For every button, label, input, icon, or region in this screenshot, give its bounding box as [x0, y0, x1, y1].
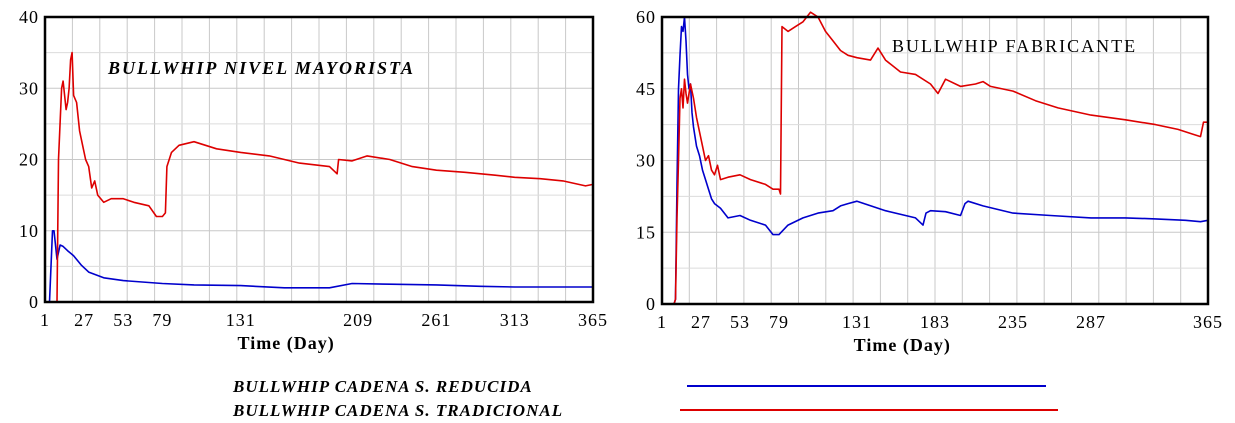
x-tick-label: 27 [691, 312, 711, 332]
y-tick-label: 45 [636, 79, 656, 99]
x-tick-label: 365 [578, 310, 608, 330]
y-tick-label: 60 [636, 7, 656, 27]
x-tick-label: 261 [421, 310, 451, 330]
y-tick-label: 30 [19, 78, 39, 98]
x-tick-label: 131 [226, 310, 256, 330]
x-axis-title: Time (Day) [854, 335, 951, 356]
y-tick-label: 40 [19, 7, 39, 27]
x-tick-label: 209 [343, 310, 373, 330]
x-tick-label: 365 [1193, 312, 1223, 332]
plot-mayorista: 0 10 20 30 40 1 27 53 79 131 209 261 313 365 Time (Day… [19, 7, 608, 354]
y-tick-label: 30 [636, 151, 656, 171]
x-tick-label: 1 [40, 310, 50, 330]
plot-frame [43, 15, 595, 304]
x-tick-label: 79 [769, 312, 789, 332]
plot-title: BULLWHIP FABRICANTE [892, 36, 1137, 56]
plot-title: BULLWHIP NIVEL MAYORISTA [107, 58, 415, 78]
y-tick-label: 20 [19, 150, 39, 170]
legend: BULLWHIP CADENA S. REDUCIDA BULLWHIP CAD… [232, 377, 1058, 420]
y-tick-label: 0 [29, 292, 39, 312]
series-line-tradicional [45, 51, 594, 303]
x-tick-label: 53 [113, 310, 133, 330]
x-axis-title: Time (Day) [238, 333, 335, 354]
plot-fabricante: 0 15 30 45 60 1 27 53 79 131 183 235 287 365 Time (Day… [636, 7, 1223, 356]
y-tick-label: 0 [646, 294, 656, 314]
series-line-tradicional [662, 11, 1208, 305]
plot-frame [660, 15, 1210, 306]
legend-label-reducida: BULLWHIP CADENA S. REDUCIDA [232, 377, 533, 396]
x-tick-label: 27 [74, 310, 94, 330]
x-tick-label: 1 [657, 312, 667, 332]
x-tick-label: 131 [842, 312, 872, 332]
y-tick-label: 15 [636, 222, 656, 242]
x-tick-label: 235 [998, 312, 1028, 332]
x-tick-label: 79 [152, 310, 172, 330]
x-tick-label: 287 [1076, 312, 1106, 332]
y-tick-label: 10 [19, 221, 39, 241]
x-tick-label: 183 [920, 312, 950, 332]
x-tick-label: 313 [500, 310, 530, 330]
legend-label-tradicional: BULLWHIP CADENA S. TRADICIONAL [232, 401, 563, 420]
x-tick-label: 53 [730, 312, 750, 332]
